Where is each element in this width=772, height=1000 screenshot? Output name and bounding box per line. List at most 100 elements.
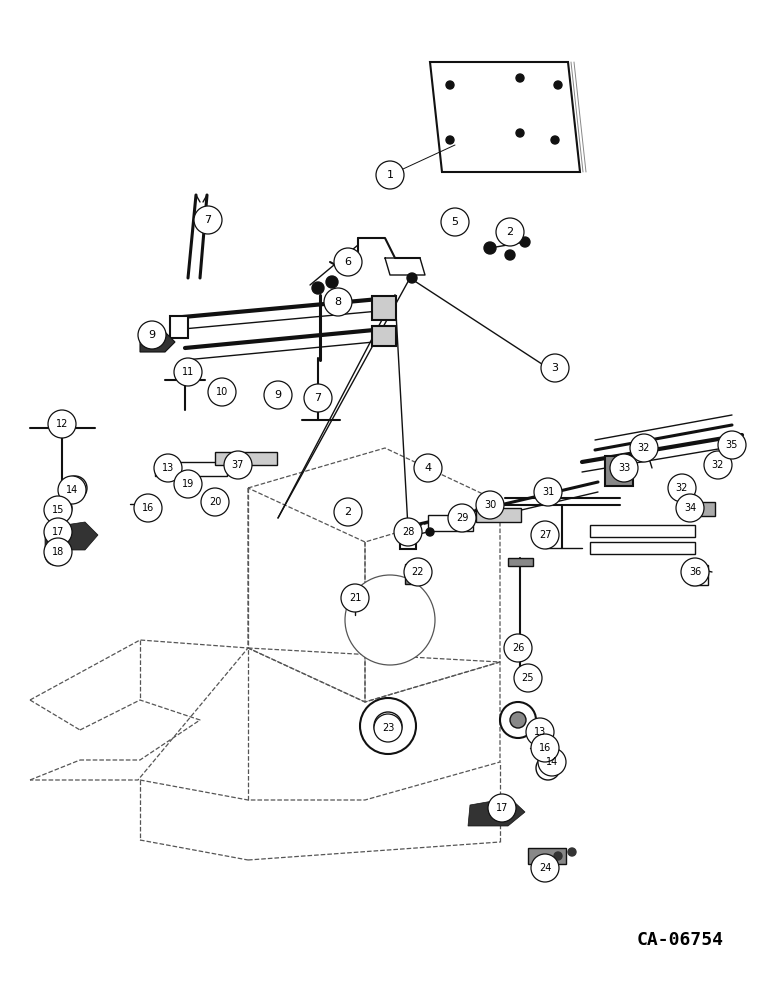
Circle shape [531,734,559,762]
Circle shape [224,451,252,479]
Bar [590,542,695,554]
Text: 37: 37 [232,460,244,470]
Polygon shape [338,504,360,520]
Polygon shape [45,522,98,550]
Text: 12: 12 [56,419,68,429]
Circle shape [154,454,182,482]
Text: 27: 27 [539,530,551,540]
Circle shape [531,854,559,882]
Circle shape [334,498,362,526]
Text: 1: 1 [387,170,394,180]
Text: 25: 25 [522,673,534,683]
Text: 31: 31 [542,487,554,497]
Circle shape [407,273,417,283]
Circle shape [213,381,231,399]
Text: CA-06754: CA-06754 [636,931,723,949]
Bar [372,326,396,346]
Circle shape [676,494,704,522]
Circle shape [630,434,658,462]
Circle shape [272,384,288,400]
Text: 17: 17 [52,527,64,537]
Circle shape [551,136,559,144]
Circle shape [718,431,746,459]
Circle shape [531,521,559,549]
Circle shape [426,528,434,536]
Circle shape [682,482,694,494]
Polygon shape [140,332,175,352]
Text: 16: 16 [142,503,154,513]
Circle shape [218,386,226,394]
Text: 16: 16 [539,743,551,753]
Circle shape [613,463,623,473]
Circle shape [541,354,569,382]
Text: 33: 33 [618,463,630,473]
Circle shape [44,518,72,546]
Text: 30: 30 [484,500,496,510]
Text: 36: 36 [689,567,701,577]
Circle shape [668,474,696,502]
Polygon shape [468,798,525,826]
Bar [690,565,708,585]
Circle shape [526,718,554,746]
Text: 15: 15 [52,505,64,515]
Text: 9: 9 [274,390,282,400]
Bar [605,456,633,486]
Text: 7: 7 [205,215,212,225]
Circle shape [360,698,416,754]
Bar [208,492,224,510]
Text: 32: 32 [676,483,688,493]
Circle shape [496,218,524,246]
Circle shape [512,640,528,656]
Circle shape [538,748,566,776]
Circle shape [182,472,188,478]
Circle shape [534,478,562,506]
Circle shape [343,503,353,513]
Circle shape [138,321,166,349]
Circle shape [543,763,553,773]
Bar [400,524,416,549]
Circle shape [208,378,236,406]
Circle shape [58,504,66,512]
Text: 22: 22 [411,567,425,577]
Text: 3: 3 [551,363,558,373]
Circle shape [326,276,338,288]
Text: 8: 8 [334,297,341,307]
Circle shape [52,498,72,518]
Circle shape [376,161,404,189]
Text: 4: 4 [425,463,432,473]
Circle shape [504,634,532,662]
Circle shape [510,712,526,728]
Text: 14: 14 [546,757,558,767]
Bar [178,472,192,492]
Circle shape [324,288,352,316]
Circle shape [704,451,732,479]
Circle shape [44,496,72,524]
Circle shape [134,494,162,522]
Circle shape [264,381,292,409]
Circle shape [334,248,362,276]
Text: 18: 18 [52,547,64,557]
Circle shape [484,242,496,254]
Text: 17: 17 [496,803,508,813]
Circle shape [476,491,504,519]
Circle shape [500,702,536,738]
Circle shape [457,517,467,527]
Text: 5: 5 [452,217,459,227]
Circle shape [715,461,725,471]
Text: 29: 29 [455,513,468,523]
Circle shape [143,337,153,347]
Circle shape [446,136,454,144]
Circle shape [70,483,80,493]
Bar [170,316,188,338]
Circle shape [516,74,524,82]
Circle shape [516,129,524,137]
Circle shape [374,712,402,740]
Circle shape [48,410,76,438]
Text: 11: 11 [182,367,194,377]
Circle shape [554,81,562,89]
Circle shape [143,499,153,509]
Circle shape [341,584,369,612]
Text: 13: 13 [162,463,174,473]
Circle shape [63,476,87,500]
Bar [428,515,473,531]
